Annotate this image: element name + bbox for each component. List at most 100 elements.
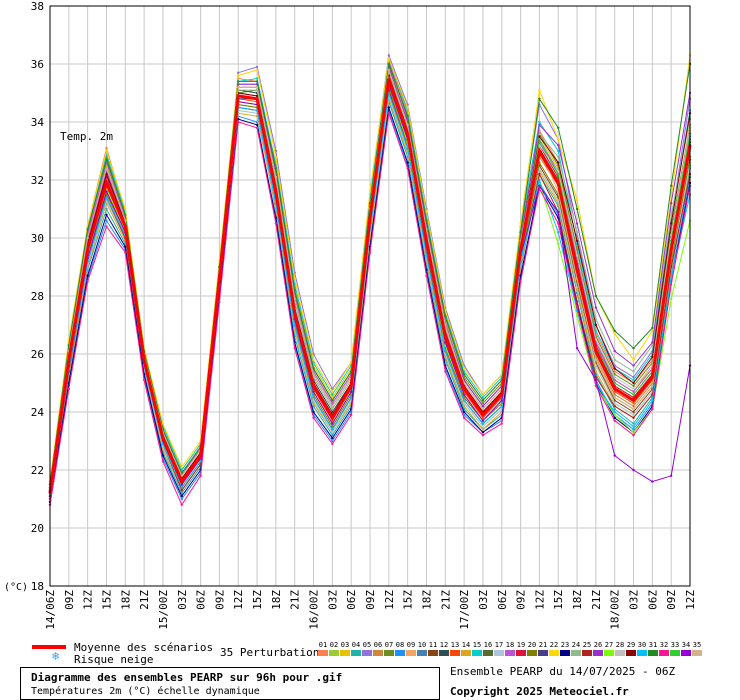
member-point [105,167,108,170]
member-point [669,283,673,286]
member-point [632,416,635,419]
member-legend-swatch [538,650,548,656]
member-point [180,494,183,498]
member-point [538,132,541,135]
member-point [312,358,315,361]
member-point [481,393,485,396]
member-point [180,465,183,469]
member-point [444,370,447,373]
member-legend-swatch [527,650,537,656]
member-point [462,393,466,396]
member-point [632,410,635,414]
member-point [86,228,89,231]
temp-label: Temp. 2m [60,130,113,143]
member-point [255,65,259,69]
x-tick-label: 12Z [533,590,546,610]
member-point [331,422,334,425]
member-point [613,349,616,353]
y-tick-label: 30 [31,232,44,245]
member-legend-swatch [615,650,625,656]
member-point [481,425,485,428]
footer-box: Diagramme des ensembles PEARP sur 96h po… [20,667,440,700]
member-point [632,431,635,434]
member-point [651,355,654,359]
member-point [500,407,503,411]
member-point [86,274,89,277]
member-point [124,251,127,254]
x-tick-label: 15Z [402,590,415,610]
member-point [387,54,391,57]
copyright: Copyright 2025 Meteociel.fr [450,685,629,698]
member-point [105,196,108,199]
x-tick-label: 15Z [552,590,565,610]
member-point [557,155,560,158]
member-legend-id: 02 [330,641,338,649]
member-point [331,431,334,434]
member-legend-swatch [582,650,592,656]
member-point [575,239,579,243]
x-tick-label: 21Z [590,590,603,610]
member-point [255,77,259,80]
member-point [274,222,278,225]
member-point [331,393,334,396]
member-point [632,390,635,393]
member-legend-swatch [593,650,603,656]
member-point [557,242,560,245]
member-point [557,144,560,147]
member-legend-swatch [571,650,581,656]
member-point [462,416,466,419]
member-point [331,387,334,390]
member-point [331,442,334,446]
member-point [575,300,579,303]
member-point [613,381,616,385]
member-point [594,384,598,388]
member-point [331,402,334,405]
member-point [199,474,202,477]
member-point [274,155,278,158]
member-legend-id: 15 [473,641,481,649]
member-point [594,294,598,298]
member-legend-id: 06 [374,641,382,649]
member-point [368,190,372,193]
x-tick-label: 15Z [100,590,113,610]
member-point [312,405,315,408]
member-point [349,413,353,417]
member-point [312,402,315,405]
footer-subtitle: Températures 2m (°C) échelle dynamique [31,686,260,697]
member-point [425,210,428,214]
member-point [594,370,598,373]
member-point [557,231,560,234]
x-tick-label: 18Z [571,590,584,610]
member-point [632,407,635,411]
member-point [538,97,541,101]
member-point [594,318,598,321]
member-point [444,349,447,353]
member-point [349,396,353,399]
member-point [105,190,108,193]
x-tick-label: 12Z [684,590,697,610]
member-point [632,468,635,472]
x-tick-label: 03Z [176,590,189,610]
member-point [538,138,541,141]
member-legend-swatch [472,650,482,656]
member-point [444,323,447,327]
member-point [406,167,409,170]
member-point [161,460,165,463]
member-legend-swatch [670,650,680,656]
member-point [161,454,165,457]
member-legend-id: 26 [594,641,602,649]
member-point [331,396,334,399]
member-point [500,399,503,402]
member-point [425,219,428,222]
member-point [406,161,409,164]
member-point [180,486,183,489]
member-point [312,410,315,414]
x-tick-label: 09Z [63,590,76,610]
member-point [105,173,108,176]
member-point [105,213,108,216]
member-point [651,384,654,388]
member-point [331,434,334,437]
member-legend-swatch [428,650,438,656]
member-point [557,161,560,164]
member-point [293,347,296,350]
